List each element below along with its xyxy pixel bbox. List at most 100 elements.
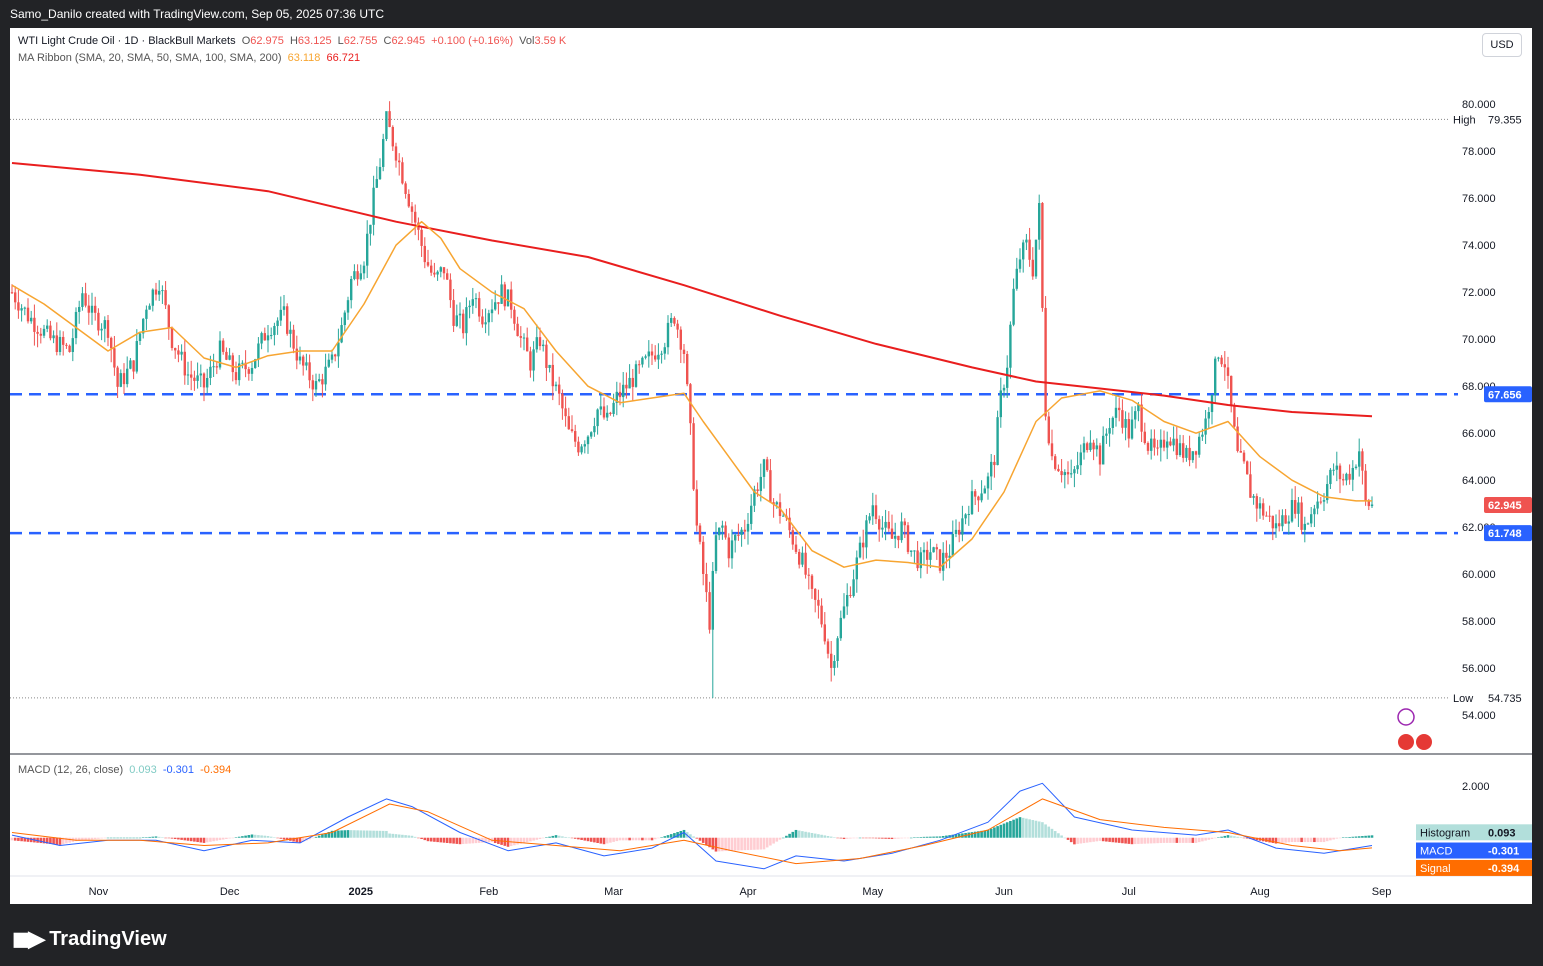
macd-histogram-bar [561, 836, 564, 838]
candle-body [84, 293, 87, 306]
macd-histogram-bar [618, 837, 622, 841]
macd-histogram-bar [1041, 822, 1044, 838]
candle-body [1105, 433, 1108, 436]
macd-histogram-bar [1066, 837, 1070, 840]
macd-histogram-bar [1316, 837, 1319, 843]
candle-body [737, 534, 740, 536]
candle-body [714, 535, 718, 571]
macd-histogram-bar [1089, 837, 1092, 843]
level-price-tag-bg [1484, 386, 1532, 403]
candle-body [263, 333, 266, 341]
candle-body [346, 300, 350, 313]
candle-body [1255, 496, 1258, 509]
candle-body [321, 379, 324, 385]
macd-histogram-bar [161, 837, 164, 838]
macd-histogram-bar [385, 830, 388, 838]
macd-histogram-bar [743, 837, 747, 851]
candle-body [132, 360, 135, 372]
macd-histogram-bar [1204, 837, 1207, 841]
macd-histogram-bar [625, 837, 628, 841]
macd-histogram-bar [1175, 837, 1179, 843]
macd-histogram-bar [701, 837, 705, 843]
candle-body [1335, 465, 1338, 470]
macd-histogram-bar [452, 837, 455, 844]
candle-body [190, 374, 193, 378]
candle-body [903, 521, 906, 526]
currency-button[interactable]: USD [1482, 33, 1522, 57]
macd-histogram-bar [23, 837, 27, 842]
candle-body [682, 349, 686, 354]
candle-body [465, 307, 468, 334]
candle-body [545, 344, 548, 368]
macd-histogram-bar [282, 837, 286, 840]
chart-frame[interactable]: 54.000 56.000 58.000 60.000 62.000 64.000 66.0… [10, 28, 1532, 904]
macd-histogram-bar [1178, 837, 1182, 843]
macd-histogram-bar [932, 836, 935, 838]
candle-body [100, 328, 103, 331]
macd-histogram-bar [973, 831, 977, 838]
candle-body [494, 302, 497, 310]
candle-body [276, 320, 279, 327]
macd-histogram-bar [890, 837, 894, 840]
candle-body [852, 579, 855, 596]
macd-histogram-bar [724, 837, 727, 852]
candle-body [884, 521, 887, 528]
macd-histogram-bar [545, 837, 548, 838]
macd-histogram-bar [353, 830, 356, 838]
macd-histogram-bar [772, 837, 775, 844]
high-tag-bg [1450, 111, 1486, 128]
candle-body [228, 355, 231, 360]
candle-body [161, 290, 164, 292]
candle-body [986, 476, 990, 489]
candle-body [1124, 419, 1127, 428]
candle-body [266, 335, 270, 341]
chart-canvas[interactable]: 54.00056.00058.00060.00062.00064.00066.0… [10, 28, 1532, 904]
candle-body [538, 337, 542, 347]
candle-body [1082, 443, 1086, 453]
candle-body [586, 436, 590, 445]
macd-histogram-bar [628, 837, 631, 841]
candle-body [142, 318, 145, 334]
candle-body [1236, 426, 1239, 452]
macd-histogram-bar [177, 837, 180, 840]
candle-body [1342, 479, 1345, 481]
candle-body [97, 312, 100, 331]
time-axis-label: May [862, 886, 883, 898]
macd-histogram-bar [321, 834, 324, 838]
candle-body [1242, 452, 1246, 462]
macd-histogram-bar [980, 830, 983, 838]
macd-histogram-bar [977, 831, 980, 838]
candle-body [926, 549, 929, 560]
candle-body [350, 278, 353, 301]
macd-histogram-bar [548, 836, 551, 838]
candle-body [551, 364, 554, 387]
candle-body [1018, 259, 1022, 269]
candle-body [980, 493, 983, 501]
candle-body [602, 406, 606, 418]
candle-body [122, 373, 126, 385]
candle-body [145, 309, 148, 319]
macd-histogram-bar [173, 837, 177, 840]
candle-body [1066, 472, 1070, 475]
candle-body [833, 660, 836, 668]
sma200-line [11, 162, 1373, 418]
candle-body [695, 489, 698, 526]
candle-body [430, 265, 433, 273]
candle-body [974, 491, 977, 497]
macd-histogram-bar [705, 837, 708, 846]
macd-histogram-bar [1226, 835, 1230, 838]
macd-histogram-bar [1098, 837, 1102, 841]
macd-histogram-bar [781, 837, 785, 839]
macd-histogram-bar [1149, 837, 1153, 844]
candle-body [1038, 203, 1041, 240]
candle-body [154, 289, 158, 295]
macd-histogram-bar [1012, 819, 1015, 838]
macd-legend: MACD (12, 26, close) 0.093 -0.301 -0.394 [18, 764, 234, 776]
macd-histogram-bar [577, 837, 580, 840]
candle-body [945, 552, 948, 558]
macd-histogram-bar [612, 837, 615, 842]
candle-body [212, 366, 215, 368]
candle-body [1006, 367, 1009, 388]
candle-body [564, 408, 567, 417]
macd-histogram-bar [689, 834, 692, 838]
